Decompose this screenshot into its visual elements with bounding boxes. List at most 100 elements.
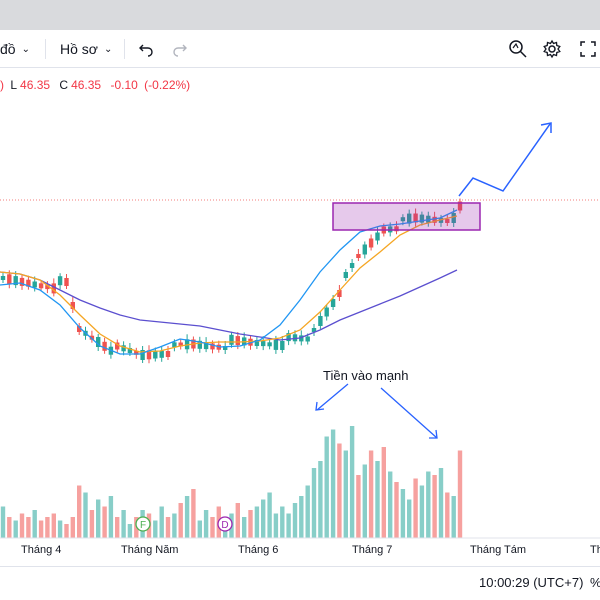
volume-bar — [267, 492, 272, 538]
volume-bar — [286, 513, 291, 538]
candle — [343, 272, 348, 278]
candle — [172, 342, 177, 348]
redo-icon[interactable] — [168, 37, 192, 61]
candle — [51, 283, 56, 294]
gear-icon[interactable] — [540, 37, 564, 61]
candle — [299, 335, 304, 342]
volume-bar — [438, 468, 444, 538]
profile-dropdown[interactable]: Hồ sơ ⌄ — [60, 30, 112, 68]
volume-bar — [172, 513, 177, 538]
candle — [254, 340, 260, 346]
volume-bar — [426, 471, 431, 538]
x-axis-label: Tháng Tám — [470, 544, 526, 556]
profile-label: Hồ sơ — [60, 41, 98, 57]
ma-mid-line — [0, 215, 458, 353]
volume-bar — [400, 489, 406, 538]
x-axis-label: Tháng 7 — [352, 544, 392, 556]
volume-bar — [153, 520, 158, 538]
candle — [7, 274, 12, 285]
candle — [70, 302, 75, 309]
candle — [286, 333, 291, 342]
volume-bar — [375, 461, 380, 538]
candle — [280, 341, 285, 350]
candle — [32, 281, 37, 288]
low-label: L — [10, 78, 18, 92]
x-axis-label: Tháng Năm — [121, 544, 178, 556]
event-marker-f[interactable]: F — [135, 516, 151, 532]
candle — [57, 276, 63, 286]
volume-bar — [394, 482, 399, 538]
volume-bar — [248, 510, 253, 538]
x-axis-label: Tháng 4 — [21, 544, 61, 556]
change-pct: (-0.22%) — [144, 78, 191, 92]
consolidation-box[interactable] — [332, 202, 481, 231]
candle — [362, 244, 367, 255]
candle — [38, 283, 44, 289]
projection-arrow[interactable] — [458, 123, 551, 197]
arrow-head-icon — [315, 401, 325, 411]
volume-bar — [273, 513, 279, 538]
svg-text:F: F — [140, 520, 146, 531]
candle — [235, 336, 240, 346]
candle — [432, 216, 437, 223]
arrow-head-icon — [429, 429, 438, 439]
candle — [349, 263, 355, 268]
price-chart[interactable]: Tiền vào mạnh F D Tháng 4 Tháng Năm Thán… — [0, 68, 600, 566]
candle — [0, 276, 6, 280]
candle — [134, 350, 139, 355]
candle — [165, 351, 171, 357]
volume-bar — [419, 485, 425, 538]
candle — [89, 335, 95, 340]
volume-bar — [280, 506, 285, 538]
candle — [77, 326, 82, 332]
undo-icon[interactable] — [134, 37, 158, 61]
clock-readout[interactable]: 10:00:29 (UTC+7) — [479, 575, 584, 590]
volume-bar — [432, 475, 437, 538]
ohlc-open-fragment: ) — [0, 78, 4, 92]
volume-bar — [210, 517, 215, 538]
toolbar-divider — [45, 39, 46, 59]
candle — [394, 226, 399, 232]
volume-bar — [57, 520, 63, 538]
volume-bar — [413, 478, 418, 538]
chart-type-dropdown[interactable]: đồ ⌄ — [0, 30, 30, 68]
event-marker-d[interactable]: D — [217, 516, 233, 532]
candle — [413, 213, 418, 223]
chart-type-label: đồ — [0, 41, 16, 57]
volume-bar — [324, 436, 329, 538]
candle — [330, 299, 336, 307]
candle — [267, 342, 272, 347]
browser-strip — [0, 0, 600, 30]
percent-toggle[interactable]: % — [590, 575, 600, 590]
volume-bar — [235, 503, 240, 538]
volume-bar — [32, 510, 37, 538]
volume-bar — [292, 503, 298, 538]
svg-text:D: D — [221, 520, 228, 531]
candle — [121, 345, 126, 352]
candle — [356, 254, 361, 258]
volume-bar — [127, 524, 133, 538]
candle — [115, 342, 120, 350]
volume-bar — [178, 503, 183, 538]
quick-search-icon[interactable] — [506, 37, 530, 61]
fullscreen-icon[interactable] — [576, 37, 600, 61]
arrow-head-icon — [540, 122, 552, 133]
candle — [261, 341, 266, 347]
volume-bar — [108, 496, 114, 538]
x-axis-label: Tháng 6 — [238, 544, 278, 556]
volume-bar — [159, 506, 164, 538]
volume-bar — [45, 517, 50, 538]
volume-bar — [115, 517, 120, 538]
candle — [96, 337, 101, 347]
volume-bar — [83, 492, 88, 538]
candle — [102, 341, 107, 351]
volume-bar — [191, 489, 196, 538]
candle — [178, 342, 183, 347]
candle — [451, 213, 456, 223]
volume-bar — [121, 510, 126, 538]
volume-bar — [7, 517, 12, 538]
volume-bar — [388, 471, 393, 538]
volume-bar — [445, 492, 450, 538]
candle — [445, 219, 450, 223]
candle — [292, 334, 298, 342]
